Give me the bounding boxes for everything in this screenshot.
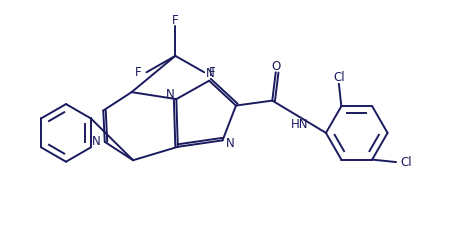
Text: F: F bbox=[135, 66, 141, 79]
Text: N: N bbox=[166, 88, 174, 101]
Text: N: N bbox=[206, 67, 214, 80]
Text: Cl: Cl bbox=[400, 156, 412, 168]
Text: O: O bbox=[271, 60, 280, 73]
Text: F: F bbox=[209, 66, 216, 79]
Text: N: N bbox=[92, 135, 101, 148]
Text: F: F bbox=[172, 14, 179, 27]
Text: HN: HN bbox=[291, 118, 308, 131]
Text: Cl: Cl bbox=[333, 71, 345, 84]
Text: N: N bbox=[226, 137, 234, 150]
